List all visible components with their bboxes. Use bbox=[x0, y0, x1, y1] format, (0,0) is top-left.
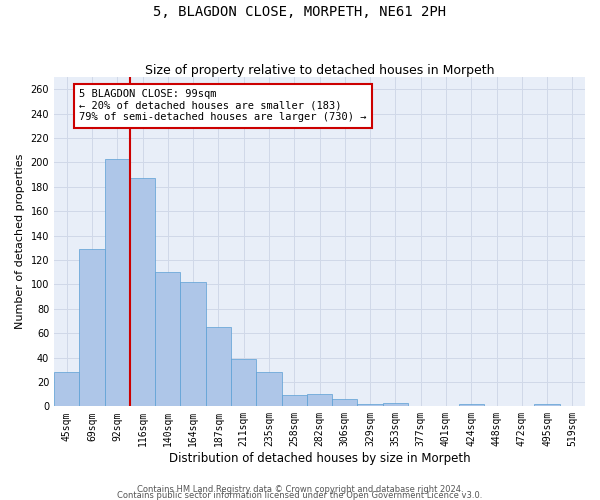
Bar bbox=[130, 178, 155, 406]
Bar bbox=[54, 372, 79, 406]
Bar bbox=[79, 249, 104, 406]
Text: Contains public sector information licensed under the Open Government Licence v3: Contains public sector information licen… bbox=[118, 490, 482, 500]
Bar bbox=[535, 404, 560, 406]
Bar bbox=[332, 399, 358, 406]
X-axis label: Distribution of detached houses by size in Morpeth: Distribution of detached houses by size … bbox=[169, 452, 470, 465]
Text: 5 BLAGDON CLOSE: 99sqm
← 20% of detached houses are smaller (183)
79% of semi-de: 5 BLAGDON CLOSE: 99sqm ← 20% of detached… bbox=[79, 89, 367, 122]
Bar bbox=[281, 396, 307, 406]
Bar bbox=[383, 402, 408, 406]
Bar bbox=[206, 327, 231, 406]
Title: Size of property relative to detached houses in Morpeth: Size of property relative to detached ho… bbox=[145, 64, 494, 77]
Text: Contains HM Land Registry data © Crown copyright and database right 2024.: Contains HM Land Registry data © Crown c… bbox=[137, 484, 463, 494]
Bar bbox=[104, 158, 130, 406]
Bar bbox=[307, 394, 332, 406]
Bar bbox=[256, 372, 281, 406]
Bar bbox=[358, 404, 383, 406]
Bar bbox=[181, 282, 206, 406]
Y-axis label: Number of detached properties: Number of detached properties bbox=[15, 154, 25, 330]
Text: 5, BLAGDON CLOSE, MORPETH, NE61 2PH: 5, BLAGDON CLOSE, MORPETH, NE61 2PH bbox=[154, 5, 446, 19]
Bar bbox=[231, 359, 256, 406]
Bar bbox=[155, 272, 181, 406]
Bar bbox=[458, 404, 484, 406]
